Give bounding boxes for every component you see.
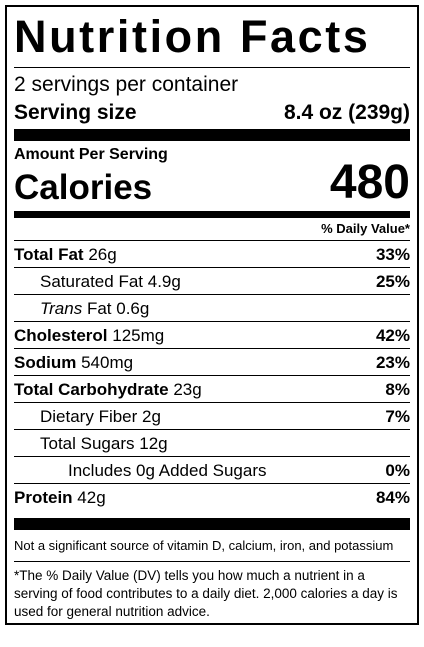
- nutrient: Total Fat 26g: [14, 241, 117, 267]
- nutrient: Total Carbohydrate 23g: [14, 376, 202, 402]
- divider: [14, 211, 410, 218]
- serving-size-label: Serving size: [14, 101, 137, 124]
- nutrient-row: Trans Fat 0.6g: [14, 294, 410, 321]
- title: Nutrition Facts: [14, 7, 410, 68]
- amount-per-serving: Amount Per Serving: [14, 146, 168, 163]
- daily-value: 42%: [375, 326, 410, 345]
- daily-value: 33%: [375, 245, 410, 264]
- nutrient: Trans Fat 0.6g: [14, 295, 149, 321]
- calories-value: 480: [329, 156, 410, 209]
- footnote: Not a significant source of vitamin D, c…: [14, 530, 410, 562]
- serving-size: Serving size 8.4 oz (239g): [14, 99, 410, 127]
- nutrient: Dietary Fiber 2g: [14, 403, 161, 429]
- nutrient-amount: 125mg: [112, 326, 165, 345]
- calories: Calories 480: [14, 159, 410, 207]
- nutrient: Total Sugars 12g: [14, 430, 168, 456]
- nutrition-label: Nutrition Facts 2 servings per container…: [5, 5, 419, 625]
- daily-value: 84%: [375, 488, 410, 507]
- nutrient-name: Saturated Fat: [40, 272, 144, 291]
- nutrient: Saturated Fat 4.9g: [14, 268, 181, 294]
- nutrient-amount: 26g: [88, 245, 117, 264]
- nutrient-row: Protein 42g 84%: [14, 483, 410, 510]
- nutrient-name: Protein: [14, 488, 73, 507]
- nutrient-name: Sodium: [14, 353, 77, 372]
- nutrient-name: Dietary Fiber: [40, 407, 138, 426]
- calories-label: Calories: [14, 168, 153, 207]
- nutrient-row: Total Carbohydrate 23g 8%: [14, 375, 410, 402]
- nutrient: Includes 0g Added Sugars: [14, 457, 266, 483]
- nutrient-row: Saturated Fat 4.9g 25%: [14, 267, 410, 294]
- nutrient-amount: 12g: [139, 434, 168, 453]
- daily-value: 7%: [385, 407, 410, 426]
- nutrient-row: Sodium 540mg 23%: [14, 348, 410, 375]
- nutrient-row: Total Sugars 12g: [14, 429, 410, 456]
- nutrient: Cholesterol 125mg: [14, 322, 164, 348]
- nutrient-name: Total Fat: [14, 245, 84, 264]
- nutrient-amount: 0.6g: [116, 299, 150, 318]
- nutrient-row: Dietary Fiber 2g 7%: [14, 402, 410, 429]
- serving-size-value: 8.4 oz (239g): [283, 101, 410, 124]
- daily-value: 8%: [385, 380, 410, 399]
- daily-value-header: % Daily Value*: [14, 218, 410, 241]
- nutrient-amount: 23g: [173, 380, 202, 399]
- nutrient-amount: 2g: [142, 407, 161, 426]
- daily-value: 25%: [375, 272, 410, 291]
- divider: [14, 129, 410, 141]
- nutrient-amount: 4.9g: [147, 272, 181, 291]
- nutrient-row: Total Fat 26g 33%: [14, 241, 410, 267]
- nutrient-amount: 42g: [77, 488, 106, 507]
- nutrient-name: Total Carbohydrate: [14, 380, 169, 399]
- daily-value: 0%: [385, 461, 410, 480]
- nutrient-row: Includes 0g Added Sugars 0%: [14, 456, 410, 483]
- nutrient-amount: 540mg: [81, 353, 134, 372]
- nutrient-name-italic: Trans: [40, 299, 83, 318]
- nutrient-name: Fat: [86, 299, 112, 318]
- divider: [14, 518, 410, 530]
- nutrient: Protein 42g: [14, 484, 106, 510]
- nutrient: Sodium 540mg: [14, 349, 133, 375]
- daily-value: 23%: [375, 353, 410, 372]
- nutrient-name: Includes 0g Added Sugars: [68, 461, 267, 480]
- nutrient-row: Cholesterol 125mg 42%: [14, 321, 410, 348]
- servings: 2 servings per container: [14, 73, 239, 96]
- footnote: *The % Daily Value (DV) tells you how mu…: [14, 568, 398, 619]
- nutrient-list: Total Fat 26g 33% Saturated Fat 4.9g 25% Tra…: [14, 241, 410, 510]
- nutrient-name: Cholesterol: [14, 326, 108, 345]
- nutrient-name: Total Sugars: [40, 434, 135, 453]
